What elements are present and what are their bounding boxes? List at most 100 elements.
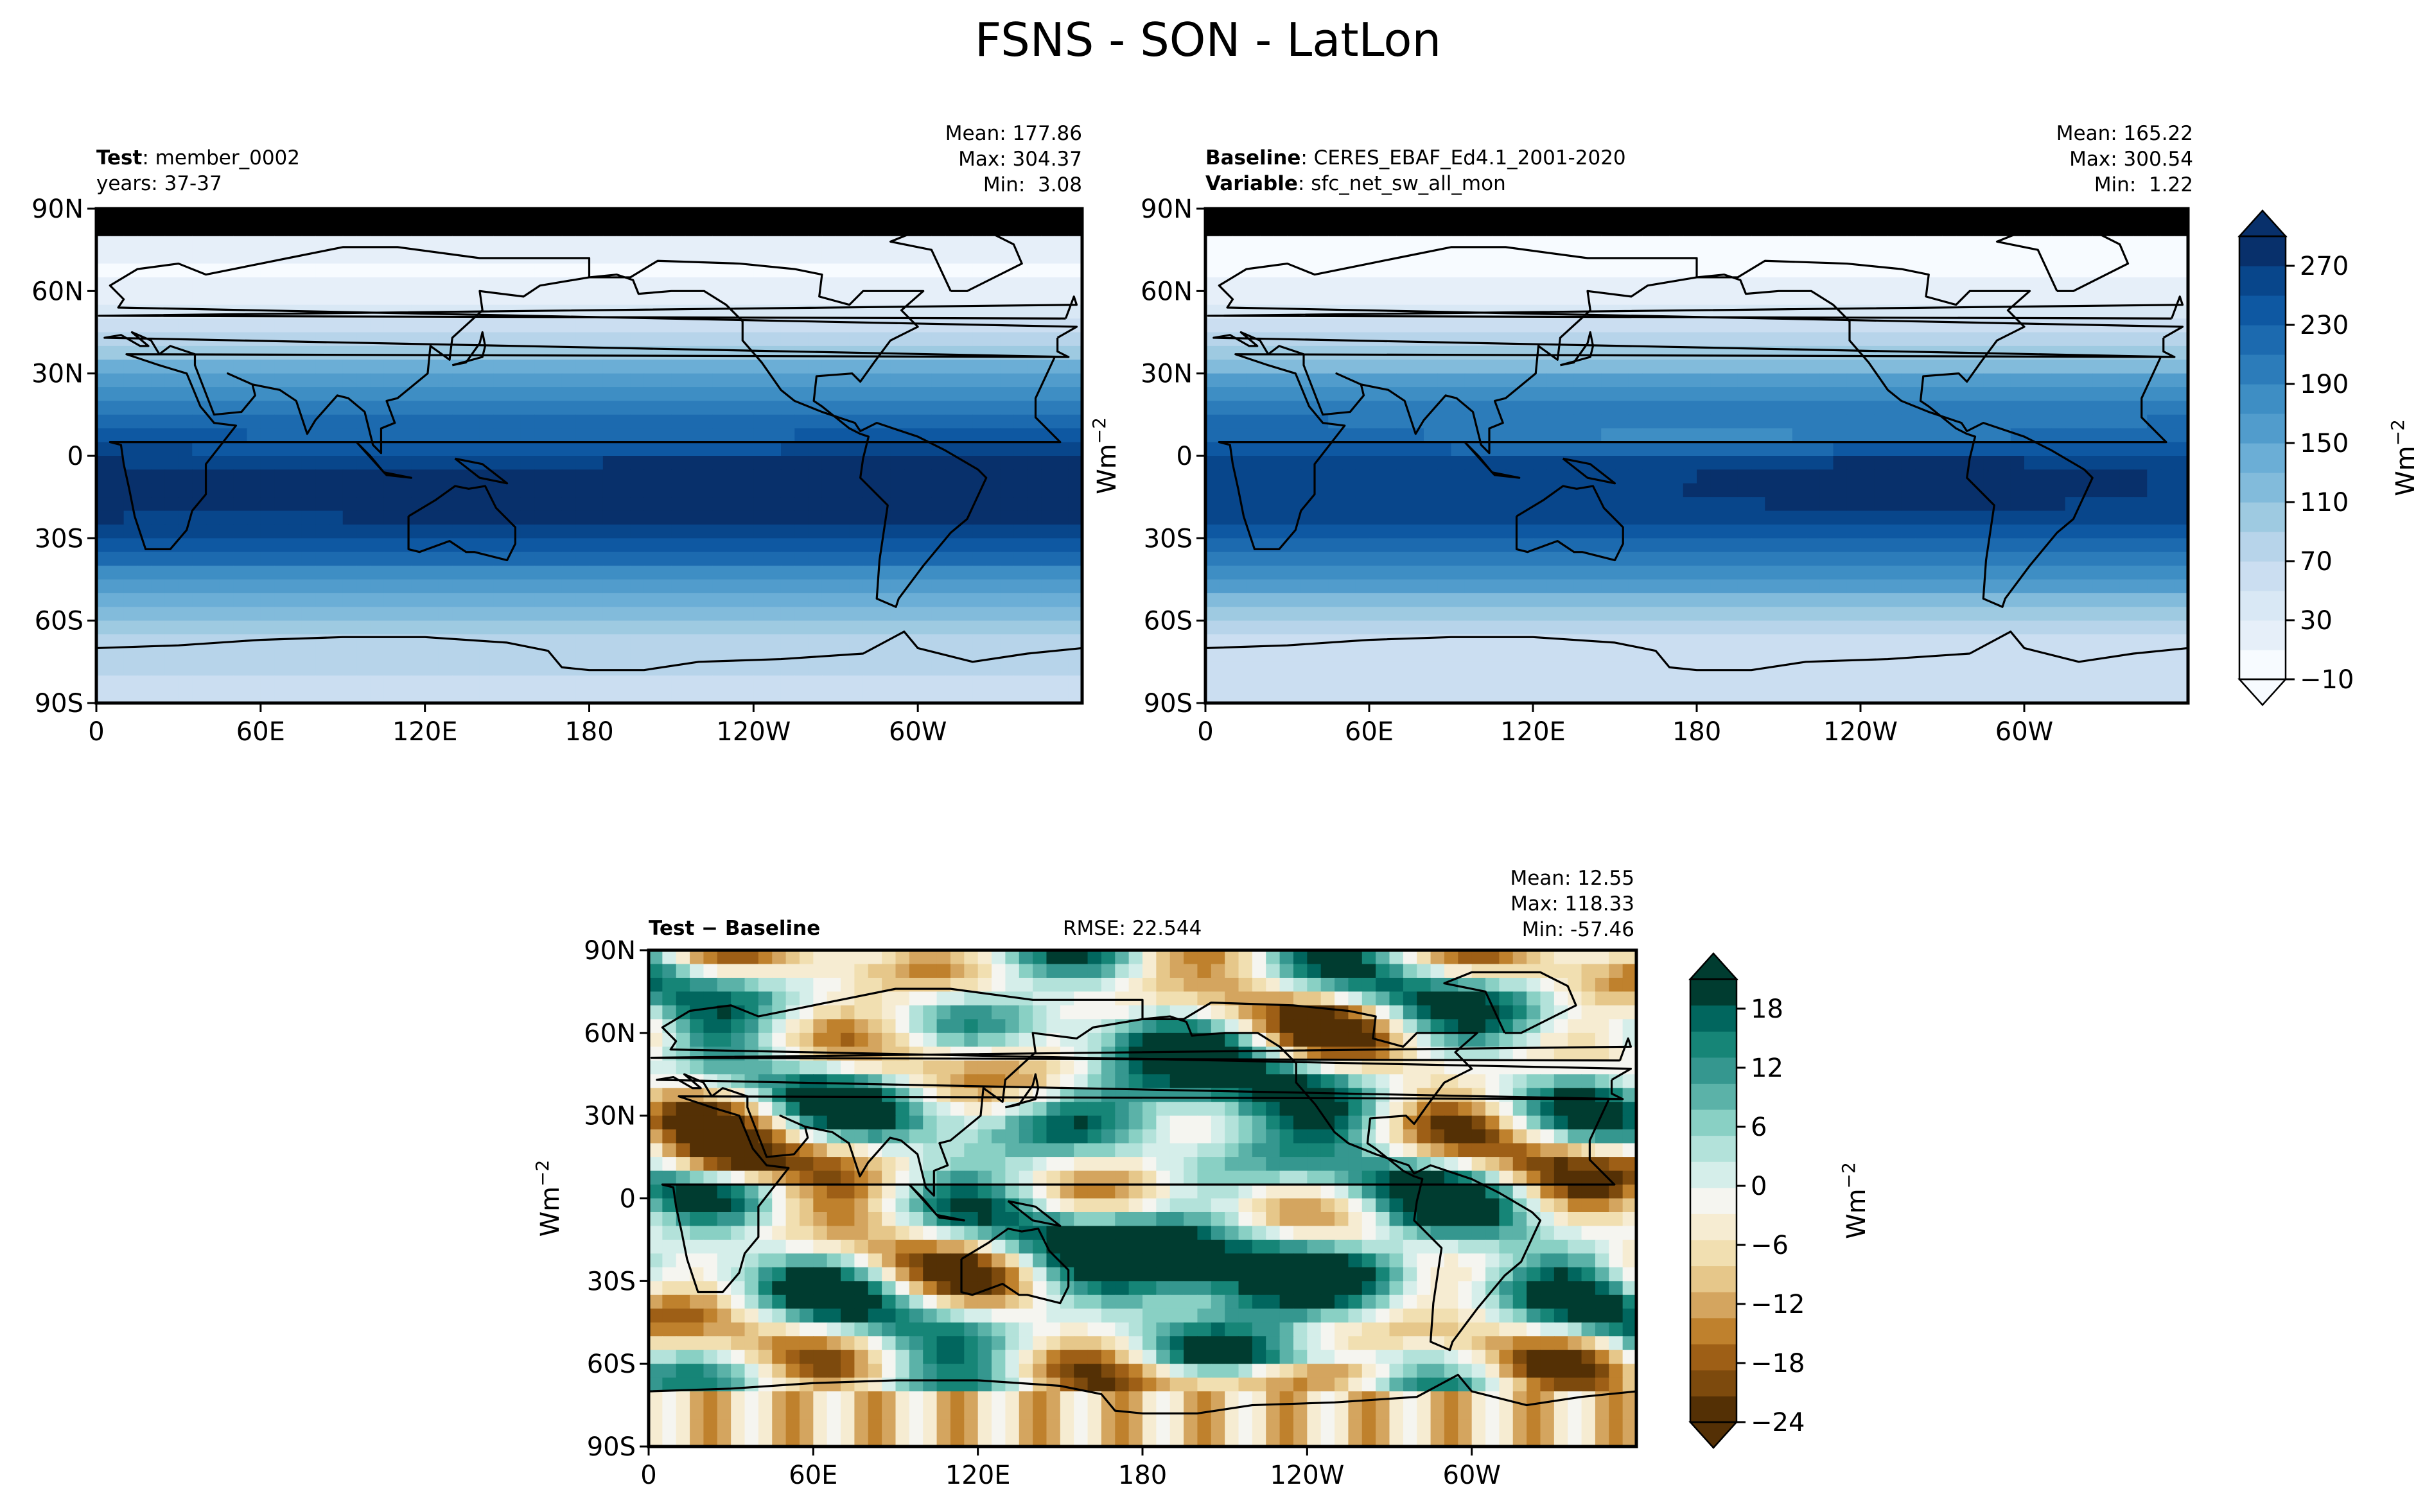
- baseline-field-cell: [1410, 442, 1424, 456]
- baseline-field-cell: [1573, 552, 1588, 566]
- baseline-field-cell: [1383, 538, 1397, 553]
- baseline-field-cell: [1656, 634, 1670, 649]
- test-field-cell: [1013, 661, 1028, 676]
- test-field-cell: [986, 469, 1001, 484]
- baseline-field-cell: [1724, 648, 1738, 663]
- baseline-field-cell: [1983, 607, 1998, 621]
- test-field-cell: [685, 442, 699, 456]
- test-field-cell: [151, 620, 166, 635]
- baseline-field-cell: [1737, 209, 1752, 223]
- test-field-cell: [96, 634, 110, 649]
- test-field-cell: [890, 456, 905, 470]
- test-field-cell: [862, 373, 877, 388]
- test-field-cell: [383, 552, 398, 566]
- test-field-cell: [658, 607, 672, 621]
- test-field-cell: [96, 428, 110, 443]
- test-field-cell: [643, 675, 658, 690]
- baseline-field-cell: [1519, 483, 1534, 498]
- baseline-field-cell: [1915, 634, 1929, 649]
- baseline-field-cell: [1492, 483, 1507, 498]
- test-field-cell: [849, 510, 864, 525]
- test-field-cell: [479, 277, 494, 291]
- baseline-field-cell: [2133, 469, 2148, 484]
- baseline-field-cell: [1232, 538, 1247, 553]
- test-field-cell: [767, 661, 782, 676]
- test-field-cell: [1013, 552, 1028, 566]
- baseline-field-cell: [1464, 373, 1479, 388]
- baseline-field-cell: [1424, 373, 1438, 388]
- test-field-cell: [767, 593, 782, 607]
- test-field-cell: [877, 263, 891, 278]
- test-field-cell: [398, 593, 412, 607]
- test-field-cell: [877, 566, 891, 580]
- test-field-cell: [178, 456, 193, 470]
- test-field-cell: [178, 552, 193, 566]
- baseline-field-cell: [1615, 318, 1629, 333]
- test-field-cell: [315, 401, 330, 415]
- test-field-cell: [685, 345, 699, 360]
- test-field-cell: [959, 661, 974, 676]
- test-field-cell: [862, 510, 877, 525]
- baseline-field-cell: [1328, 510, 1343, 525]
- baseline-field-cell: [1697, 332, 1711, 347]
- baseline-field-cell: [1546, 428, 1561, 443]
- baseline-field-cell: [2133, 566, 2148, 580]
- test-field-cell: [370, 497, 385, 512]
- baseline-field-cell: [1860, 593, 1875, 607]
- test-field-cell: [247, 250, 261, 265]
- baseline-field-cell: [1710, 373, 1725, 388]
- test-field-cell: [219, 524, 234, 539]
- test-field-cell: [643, 510, 658, 525]
- test-field-cell: [630, 483, 645, 498]
- test-field-cell: [1000, 469, 1015, 484]
- test-field-cell: [411, 277, 426, 291]
- baseline-field-cell: [2160, 483, 2175, 498]
- baseline-field-cell: [2106, 593, 2121, 607]
- test-field-cell: [507, 360, 521, 374]
- test-field-cell: [712, 648, 727, 663]
- test-field-cell: [1000, 414, 1015, 429]
- test-field-cell: [986, 442, 1001, 456]
- baseline-field-cell: [1887, 456, 1902, 470]
- test-field-cell: [534, 209, 549, 223]
- baseline-field-cell: [1956, 648, 1970, 663]
- baseline-field-cell: [1232, 360, 1247, 374]
- test-field-cell: [301, 538, 316, 553]
- test-field-cell: [425, 387, 439, 402]
- baseline-field-cell: [1588, 510, 1602, 525]
- test-field-cell: [658, 634, 672, 649]
- test-field-cell: [671, 263, 686, 278]
- test-field-cell: [466, 566, 480, 580]
- test-field-cell: [602, 428, 617, 443]
- test-field-cell: [617, 414, 631, 429]
- test-field-cell: [740, 209, 754, 223]
- test-field-cell: [329, 428, 344, 443]
- test-field-cell: [493, 209, 508, 223]
- test-field-cell: [137, 401, 152, 415]
- baseline-field-cell: [2024, 414, 2038, 429]
- test-field-cell: [877, 250, 891, 265]
- test-field-cell: [151, 209, 166, 223]
- test-field-cell: [520, 291, 535, 306]
- test-field-cell: [918, 222, 932, 237]
- baseline-field-cell: [1778, 620, 1793, 635]
- test-field-cell: [1055, 538, 1069, 553]
- baseline-field-cell: [2092, 373, 2107, 388]
- test-field-cell: [1055, 414, 1069, 429]
- test-field-cell: [931, 469, 946, 484]
- test-field-cell: [438, 414, 453, 429]
- test-field-cell: [630, 524, 645, 539]
- baseline-field-cell: [2051, 538, 2066, 553]
- baseline-field-cell: [1424, 607, 1438, 621]
- test-field-cell: [1027, 401, 1042, 415]
- baseline-field-cell: [1342, 538, 1356, 553]
- test-field-cell: [192, 524, 207, 539]
- test-field-cell: [288, 373, 302, 388]
- baseline-field-cell: [1232, 648, 1247, 663]
- baseline-field-cell: [1956, 318, 1970, 333]
- baseline-field-cell: [2010, 620, 2025, 635]
- baseline-field-cell: [1232, 593, 1247, 607]
- baseline-field-cell: [1901, 209, 1916, 223]
- test-field-cell: [452, 566, 467, 580]
- baseline-field-cell: [1573, 428, 1588, 443]
